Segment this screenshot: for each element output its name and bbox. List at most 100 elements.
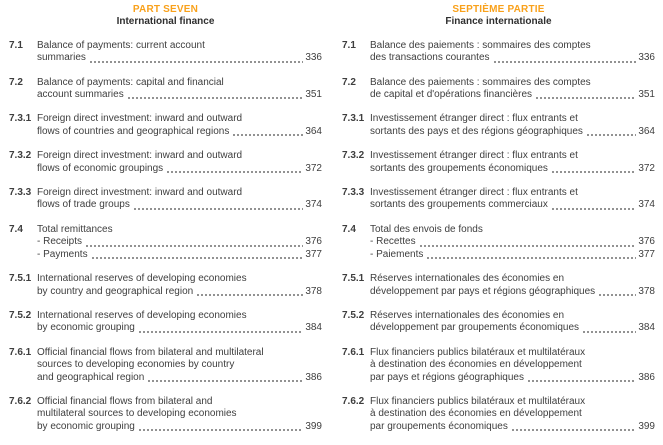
entry-body: Investissement étranger direct : flux en… (370, 187, 655, 212)
entry-leader-text: flows of trade groups (37, 199, 130, 211)
entry-leader-text: - Receipts (37, 236, 83, 248)
dot-leader (582, 330, 637, 333)
entry-number: 7.5.1 (342, 273, 365, 285)
entry-leader-line: summaries 336 (37, 52, 322, 64)
toc-entry: 7.5.2 International reserves of developin… (9, 310, 322, 335)
page-number: 376 (305, 236, 322, 248)
toc-entry: 7.5.1 Réserves internationales des économ… (342, 273, 655, 298)
entry-leader-line: - Paiements 377 (370, 249, 655, 261)
column-header-french: SEPTIÈME PARTIE Finance internationale (342, 4, 655, 29)
entry-leader-line: account summaries 351 (37, 89, 322, 101)
dot-leader (126, 97, 304, 100)
entry-leader-line: by economic grouping 399 (37, 421, 322, 433)
entry-leader-line: flows of countries and geographical regi… (37, 126, 322, 138)
entry-leader-line: sortants des groupements commerciaux 374 (370, 199, 655, 211)
entry-line: International reserves of developing eco… (37, 273, 247, 285)
entry-number: 7.3.3 (9, 187, 32, 199)
entry-body: International reserves of developing eco… (37, 310, 322, 335)
toc-entry: 7.4 Total des envois de fonds - Recettes 37… (342, 224, 655, 261)
dot-leader (527, 379, 637, 382)
toc-entry: 7.3.2 Foreign direct investment: inward a… (9, 150, 322, 175)
entry-leader-text: sortants des groupements commerciaux (370, 199, 548, 211)
dot-leader (196, 293, 304, 296)
entry-leader-text: account summaries (37, 89, 124, 101)
toc-entry: 7.6.2 Flux financiers publics bilatéraux … (342, 396, 655, 433)
dot-leader (166, 171, 304, 174)
entry-line: à destination des économies en développe… (370, 359, 582, 371)
entry-line: Foreign direct investment: inward and ou… (37, 187, 243, 199)
entry-number: 7.2 (9, 76, 23, 88)
entry-number: 7.1 (342, 39, 356, 51)
entry-body: Foreign direct investment: inward and ou… (37, 150, 322, 175)
entry-leader-text: sortants des pays et des régions géograp… (370, 125, 583, 137)
entry-line: Investissement étranger direct : flux en… (370, 113, 578, 125)
entry-body: Official financial flows from bilateral … (37, 396, 322, 433)
entry-body: Total remittances - Receipts 376- Payments… (37, 224, 322, 261)
entry-leader-text: développement par pays et régions géogra… (370, 285, 596, 297)
entry-number: 7.1 (9, 39, 23, 51)
dot-leader (598, 293, 637, 296)
entry-line: Foreign direct investment: inward and ou… (37, 150, 243, 162)
entry-line: Investissement étranger direct : flux en… (370, 187, 578, 199)
entry-leader-text: des transactions courantes (370, 52, 490, 64)
entry-leader-text: développement par groupements économique… (370, 322, 580, 334)
dot-leader (492, 60, 637, 63)
page-number: 372 (305, 162, 322, 174)
page-number: 351 (638, 89, 655, 101)
entry-number: 7.6.2 (342, 395, 365, 407)
entry-line: Réserves internationales des économies e… (370, 273, 564, 285)
entry-leader-text: - Recettes (370, 236, 416, 248)
entry-line: Réserves internationales des économies e… (370, 309, 564, 321)
entry-line: Foreign direct investment: inward and ou… (37, 113, 243, 125)
entry-line: Official financial flows from bilateral … (37, 346, 264, 358)
entry-body: Balance des paiements : sommaires des co… (370, 40, 655, 65)
page-number: 376 (638, 236, 655, 248)
entry-number: 7.6.2 (9, 395, 32, 407)
toc-entry: 7.3.1 Investissement étranger direct : fl… (342, 113, 655, 138)
entry-leader-line: des transactions courantes 336 (370, 52, 655, 64)
entry-leader-text: de capital et d'opérations financières (370, 89, 533, 101)
entry-leader-line: and geographical region 386 (37, 372, 322, 384)
entry-line: Flux financiers publics bilatéraux et mu… (370, 346, 586, 358)
dot-leader (426, 257, 637, 260)
entry-line: Flux financiers publics bilatéraux et mu… (370, 395, 586, 407)
toc-entries-french: 7.1 Balance des paiements : sommaires des… (342, 40, 655, 433)
toc-entry: 7.1 Balance des paiements : sommaires des… (342, 40, 655, 65)
entry-line: International reserves of developing eco… (37, 309, 247, 321)
entry-body: Investissement étranger direct : flux en… (370, 113, 655, 138)
dot-leader (550, 171, 637, 174)
page-number: 399 (305, 420, 322, 432)
entry-leader-text: by economic grouping (37, 420, 135, 432)
entry-line: Balance of payments: current account (37, 39, 205, 51)
entry-line: multilateral sources to developing econo… (37, 408, 237, 420)
entry-leader-text: by country and geographical region (37, 285, 194, 297)
toc-entry: 7.3.2 Investissement étranger direct : fl… (342, 150, 655, 175)
page-number: 377 (305, 248, 322, 260)
dot-leader (137, 330, 304, 333)
dot-leader (85, 244, 304, 247)
page-number: 336 (638, 52, 655, 64)
column-french: SEPTIÈME PARTIE Finance internationale 7… (342, 4, 655, 445)
entry-body: Réserves internationales des économies e… (370, 273, 655, 298)
column-english: PART SEVEN International finance 7.1 Bala… (9, 4, 322, 445)
entry-leader-text: and geographical region (37, 371, 145, 383)
column-header-english: PART SEVEN International finance (9, 4, 322, 29)
page-number: 336 (305, 52, 322, 64)
entry-body: Flux financiers publics bilatéraux et mu… (370, 396, 655, 433)
entry-leader-line: flows of trade groups 374 (37, 199, 322, 211)
dot-leader (418, 244, 637, 247)
entry-number: 7.6.1 (342, 346, 365, 358)
entry-line: à destination des économies en développe… (370, 408, 582, 420)
page-number: 374 (638, 199, 655, 211)
page-number: 374 (305, 199, 322, 211)
entry-leader-line: sortants des pays et des régions géograp… (370, 126, 655, 138)
entry-leader-text: par pays et régions géographiques (370, 371, 524, 383)
entry-leader-line: sortants des groupements économiques 372 (370, 163, 655, 175)
page-number: 399 (638, 420, 655, 432)
entry-leader-text: flows of economic groupings (37, 162, 164, 174)
entry-line: Balance of payments: capital and financi… (37, 76, 224, 88)
toc-entry: 7.6.2 Official financial flows from bilat… (9, 396, 322, 433)
page-number: 372 (638, 162, 655, 174)
page-number: 377 (638, 248, 655, 260)
